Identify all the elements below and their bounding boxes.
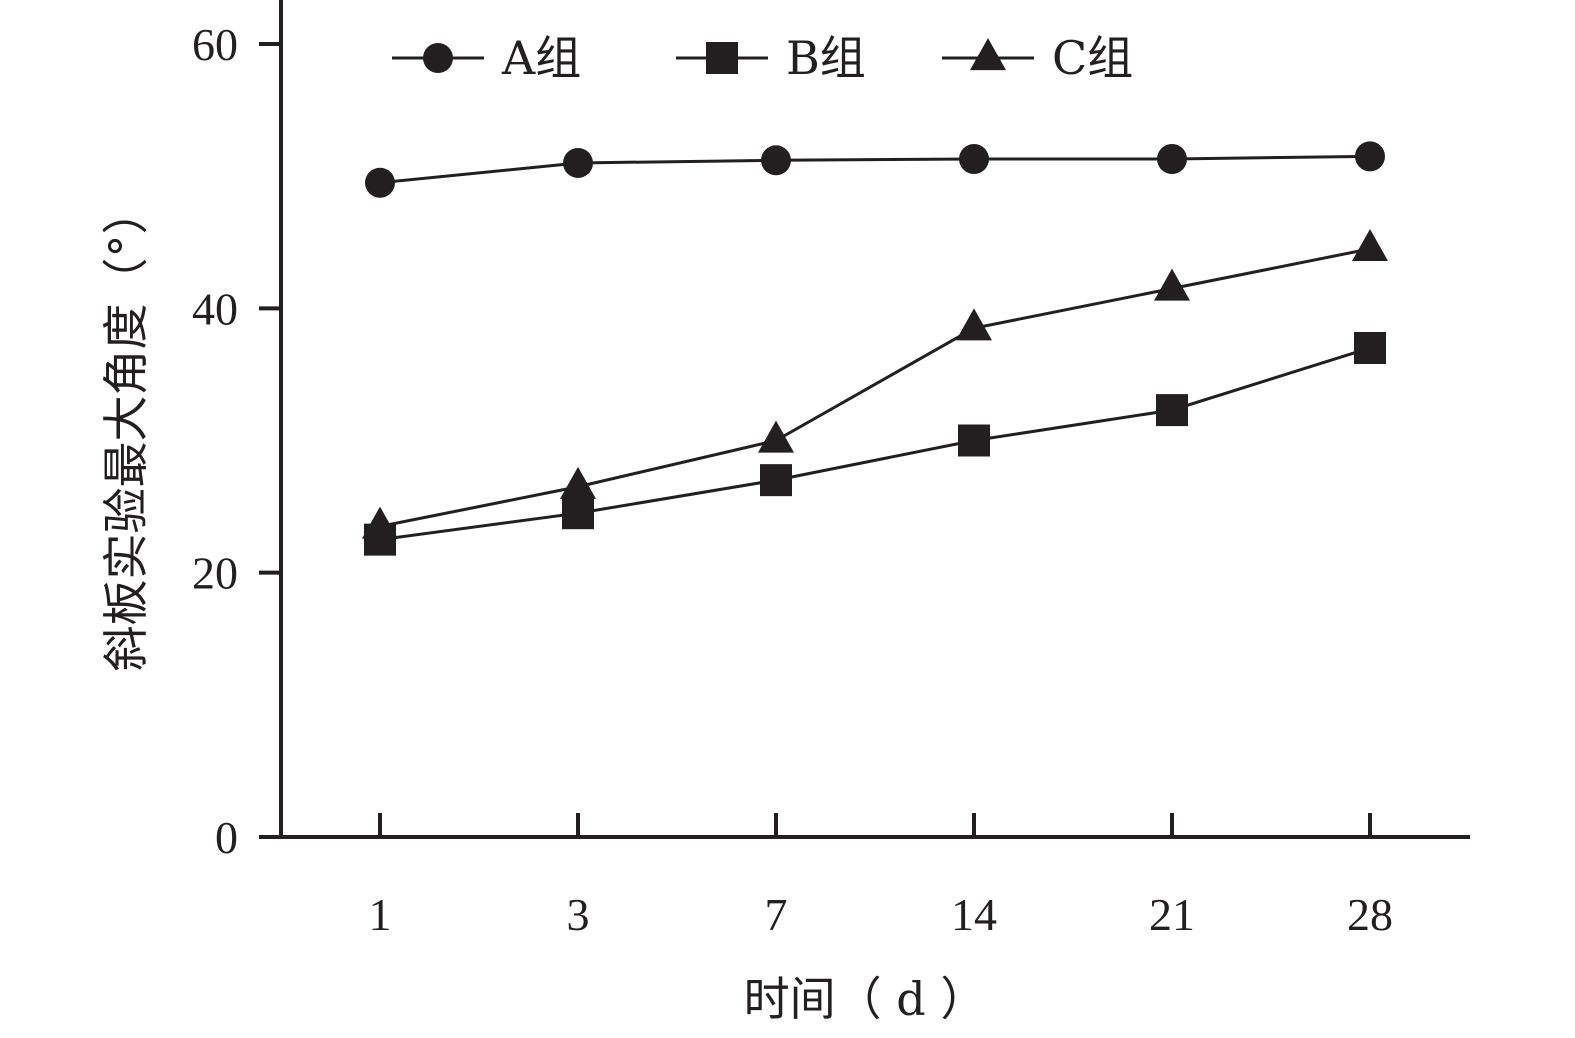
data-point <box>958 424 990 457</box>
series-layer <box>362 141 1388 556</box>
legend-item: C组 <box>942 31 1133 85</box>
data-point <box>758 420 794 453</box>
y-tick-label: 60 <box>192 19 238 70</box>
series-line <box>379 247 1371 528</box>
axes <box>279 0 1470 839</box>
data-point <box>956 308 992 341</box>
data-point <box>1157 143 1187 174</box>
legend-label: A组 <box>501 31 581 85</box>
series-triangle <box>362 229 1388 539</box>
data-point <box>1154 268 1190 301</box>
x-tick-label: 28 <box>1347 889 1393 940</box>
x-tick-label: 1 <box>369 889 392 940</box>
data-point <box>365 167 395 198</box>
y-ticks: 0 20 40 60 <box>192 19 281 863</box>
data-point <box>1156 394 1188 427</box>
data-point <box>362 506 398 539</box>
data-point <box>959 143 989 174</box>
legend-label: B组 <box>786 31 866 85</box>
y-tick-label: 0 <box>215 812 238 863</box>
data-point <box>563 147 593 178</box>
series-line <box>379 346 1371 542</box>
legend-item: A组 <box>392 31 581 85</box>
x-tick-label: 14 <box>951 889 997 940</box>
x-tick-label: 7 <box>765 889 788 940</box>
y-tick-label: 20 <box>192 548 238 599</box>
x-ticks: 1 3 7 14 21 28 <box>369 813 1393 940</box>
x-tick-label: 3 <box>567 889 590 940</box>
series-line <box>379 154 1371 185</box>
y-axis-title: 斜板实验最大角度（°） <box>99 189 153 672</box>
data-point <box>562 497 594 530</box>
series-square <box>364 331 1386 556</box>
data-point <box>761 145 791 176</box>
data-point <box>1355 141 1385 172</box>
data-point <box>1354 331 1386 364</box>
y-tick-label: 40 <box>192 283 238 334</box>
data-point <box>760 464 792 497</box>
x-axis-title: 时间（ d ） <box>744 972 987 1026</box>
legend-label: C组 <box>1052 31 1133 85</box>
legend-marker <box>423 43 453 73</box>
legend-item: B组 <box>676 31 866 85</box>
legend: A组 B组 C组 <box>392 31 1133 85</box>
legend-marker <box>706 42 738 74</box>
x-tick-label: 21 <box>1149 889 1195 940</box>
series-circle <box>365 141 1385 198</box>
legend-marker <box>970 38 1006 71</box>
data-point <box>1352 229 1388 262</box>
data-point <box>560 466 596 499</box>
